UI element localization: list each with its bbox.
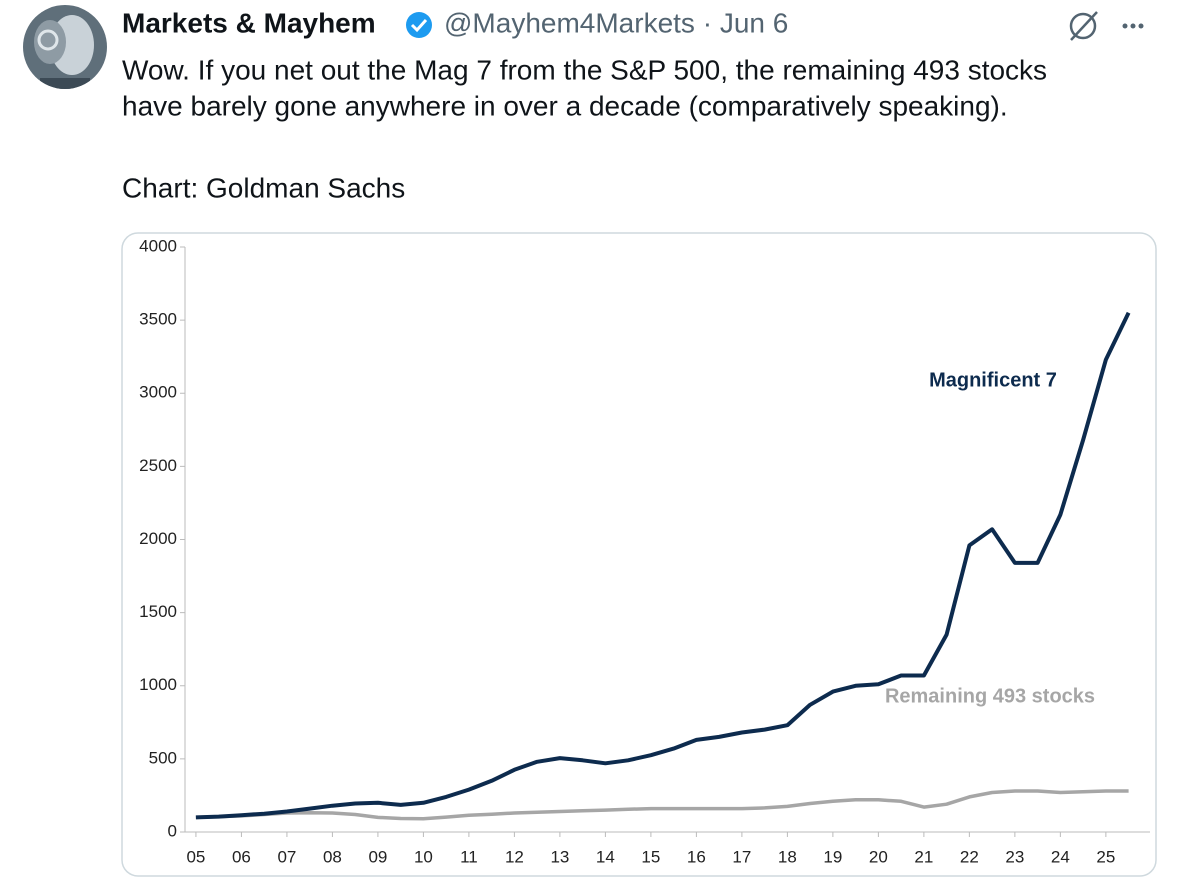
x-tick-label: 19	[823, 847, 842, 866]
x-tick-label: 13	[550, 847, 569, 866]
x-tick-label: 23	[1005, 847, 1024, 866]
y-tick-label: 3500	[139, 310, 177, 329]
x-tick-label: 08	[323, 847, 342, 866]
grok-icon[interactable]	[1069, 11, 1098, 41]
x-tick-label: 05	[186, 847, 205, 866]
x-tick-label: 21	[914, 847, 933, 866]
y-tick-label: 500	[149, 748, 177, 767]
tweet-text: Wow. If you net out the Mag 7 from the S…	[122, 54, 1047, 85]
x-tick-label: 06	[232, 847, 251, 866]
series-line	[195, 789, 1129, 821]
avatar[interactable]	[23, 5, 107, 98]
x-tick-label: 20	[869, 847, 888, 866]
verified-badge	[406, 12, 432, 38]
tweet-text: have barely gone anywhere in over a deca…	[122, 90, 1008, 121]
series-line	[195, 311, 1131, 820]
series-label: Magnificent 7	[929, 369, 1057, 391]
x-tick-label: 09	[368, 847, 387, 866]
x-tick-label: 07	[277, 847, 296, 866]
x-tick-label: 11	[460, 847, 478, 866]
y-tick-label: 1000	[139, 675, 177, 694]
x-tick-label: 12	[505, 847, 524, 866]
x-tick-label: 22	[960, 847, 979, 866]
series-label: Remaining 493 stocks	[885, 685, 1095, 707]
y-tick-label: 2500	[139, 456, 177, 475]
x-tick-label: 14	[596, 847, 615, 866]
x-tick-label: 17	[732, 847, 751, 866]
handle-date[interactable]: @Mayhem4Markets · Jun 6	[444, 7, 788, 38]
tweet-text: Chart: Goldman Sachs	[122, 172, 405, 203]
y-tick-label: 0	[168, 821, 177, 840]
author-name[interactable]: Markets & Mayhem	[122, 7, 376, 38]
x-tick-label: 15	[641, 847, 660, 866]
more-button[interactable]	[1122, 23, 1144, 29]
x-tick-label: 24	[1051, 847, 1070, 866]
x-tick-label: 16	[687, 847, 706, 866]
chart: 0 500 1000 1500 2000 2500 3000 3500 4000 05 06 07 08…	[139, 236, 1150, 866]
y-tick-label: 4000	[139, 236, 177, 255]
x-tick-label: 25	[1096, 847, 1115, 866]
y-tick-label: 1500	[139, 602, 177, 621]
x-tick-label: 18	[778, 847, 797, 866]
y-tick-label: 2000	[139, 529, 177, 548]
x-tick-label: 10	[414, 847, 433, 866]
y-tick-label: 3000	[139, 383, 177, 402]
media-frame[interactable]	[121, 232, 1157, 877]
